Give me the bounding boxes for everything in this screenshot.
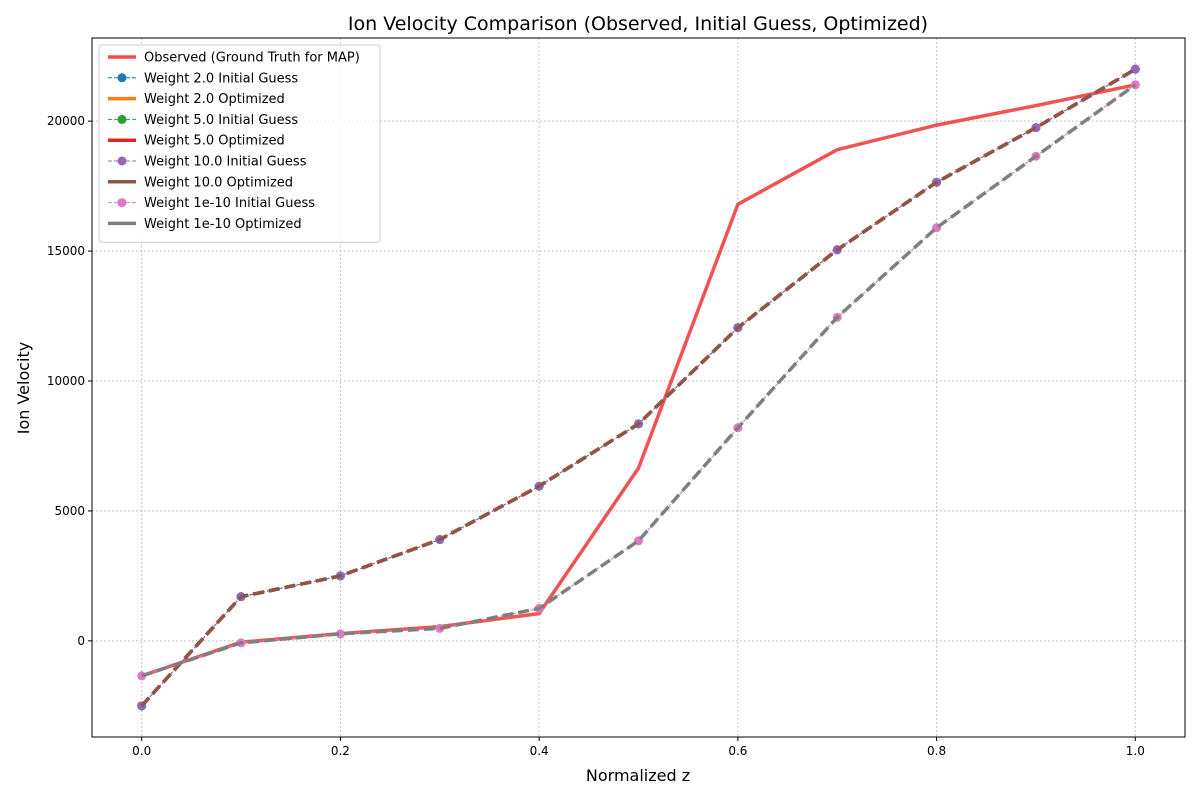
x-tick-label: 0.0: [132, 744, 151, 758]
legend-entry-6: Weight 10.0 Optimized: [144, 175, 293, 190]
x-tick-label: 0.8: [927, 744, 946, 758]
y-tick-label: 20000: [47, 114, 85, 128]
y-tick-label: 5000: [54, 504, 85, 518]
series-point-7: [435, 623, 445, 633]
x-tick-label: 0.6: [728, 744, 747, 758]
legend-marker-5: [117, 156, 127, 166]
legend-entry-7: Weight 1e-10 Initial Guess: [144, 196, 315, 211]
legend-entry-0: Observed (Ground Truth for MAP): [144, 51, 360, 66]
legend-entry-2: Weight 2.0 Optimized: [144, 92, 285, 107]
legend-marker-7: [117, 198, 127, 208]
series-point-7: [1130, 80, 1140, 90]
plot-area-frame: [91, 37, 1186, 738]
legend-entry-1: Weight 2.0 Initial Guess: [144, 71, 298, 86]
series-line-8: [141, 83, 1137, 678]
chart-title: Ion Velocity Comparison (Observed, Initi…: [348, 13, 928, 35]
legend-marker-1: [117, 73, 127, 83]
x-axis-label: Normalized z: [586, 766, 690, 785]
legend-entry-5: Weight 10.0 Initial Guess: [144, 155, 307, 170]
legend-entry-4: Weight 5.0 Optimized: [144, 134, 285, 149]
y-tick-label: 0: [77, 634, 85, 648]
x-tick-label: 0.4: [530, 744, 549, 758]
series-line-6: [140, 67, 1137, 707]
y-tick-label: 10000: [47, 374, 85, 388]
y-axis-label: Ion Velocity: [14, 342, 33, 435]
legend-box: [98, 44, 381, 243]
legend-entry-8: Weight 1e-10 Optimized: [144, 217, 302, 232]
legend: Observed (Ground Truth for MAP) Weight 2.…: [98, 44, 381, 243]
x-tick-label: 1.0: [1126, 744, 1145, 758]
tick-layer: 0.0 0.2 0.4 0.6 0.8 1.0 0 5000 10000 15000 20000: [47, 114, 1145, 758]
series-layer: [137, 64, 1140, 711]
series-point-5: [1130, 64, 1140, 74]
legend-entry-3: Weight 5.0 Initial Guess: [144, 113, 298, 128]
series-point-7: [335, 629, 345, 639]
x-tick-label: 0.2: [331, 744, 350, 758]
legend-marker-3: [117, 114, 127, 124]
y-tick-label: 15000: [47, 244, 85, 258]
